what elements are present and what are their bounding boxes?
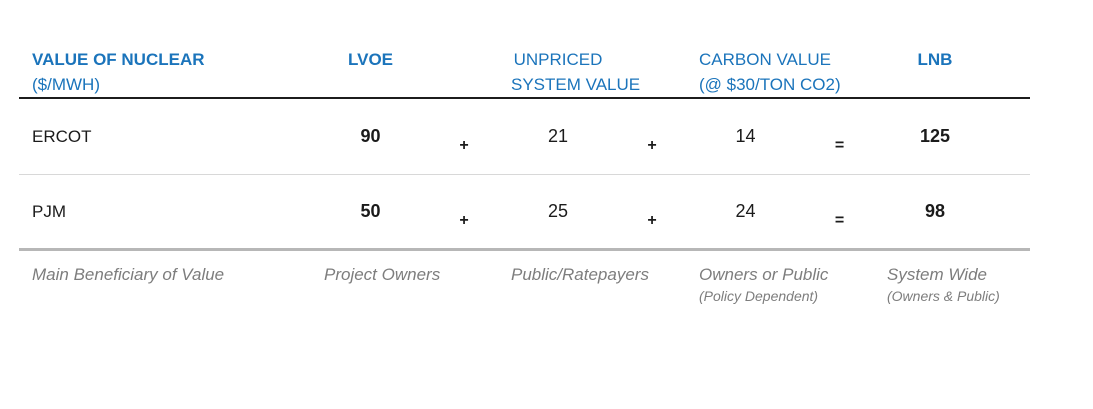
header-carbon-line2: (@ $30/TON CO2) — [699, 75, 841, 94]
beneficiary-lnb-line1: System Wide — [887, 265, 987, 284]
beneficiary-label: Main Beneficiary of Value — [32, 265, 225, 284]
plus-operator: + — [647, 136, 657, 154]
beneficiary-row: Main Beneficiary of Value Project Owners… — [19, 251, 1030, 306]
ercot-carbon-value: 14 — [735, 126, 756, 146]
header-unpriced-line2: SYSTEM VALUE — [511, 75, 641, 94]
plus-operator: + — [459, 136, 469, 154]
pjm-unpriced-value: 25 — [547, 201, 569, 221]
ercot-lnb-value: 125 — [919, 126, 951, 146]
table-row-ercot: ERCOT 90 + 21 + 14 = 125 — [19, 99, 1030, 175]
ercot-unpriced-value: 21 — [547, 126, 569, 146]
equals-operator: = — [834, 211, 845, 229]
pjm-lnb-value: 98 — [924, 201, 946, 221]
header-value-of-nuclear: VALUE OF NUCLEAR ($/MWH) — [19, 47, 324, 97]
plus-operator: + — [647, 211, 657, 229]
row-label-ercot: ERCOT — [32, 126, 92, 146]
beneficiary-carbon: Owners or Public (Policy Dependent) — [699, 264, 829, 306]
ercot-lvoe-value: 90 — [360, 126, 381, 146]
row-label-pjm: PJM — [32, 201, 66, 221]
pjm-carbon-value: 24 — [735, 201, 756, 221]
beneficiary-lvoe: Project Owners — [324, 265, 441, 284]
plus-operator: + — [459, 211, 469, 229]
header-value-of-nuclear-line1: VALUE OF NUCLEAR — [32, 50, 205, 69]
beneficiary-lnb-line2: (Owners & Public) — [887, 288, 1000, 304]
header-carbon-value: CARBON VALUE (@ $30/TON CO2) — [699, 47, 841, 97]
beneficiary-lnb: System Wide (Owners & Public) — [887, 264, 1000, 306]
pjm-lvoe-value: 50 — [360, 201, 381, 221]
header-unpriced-system-value: UNPRICED SYSTEM VALUE — [511, 47, 641, 97]
table-row-pjm: PJM 50 + 25 + 24 = 98 — [19, 175, 1030, 251]
beneficiary-carbon-line2: (Policy Dependent) — [699, 288, 819, 304]
header-carbon-line1: CARBON VALUE — [699, 50, 831, 69]
header-lvoe: LVOE — [347, 50, 394, 69]
nuclear-value-table: VALUE OF NUCLEAR ($/MWH) LVOE UNPRICED S… — [19, 44, 1030, 306]
beneficiary-unpriced: Public/Ratepayers — [511, 265, 649, 284]
equals-operator: = — [834, 136, 845, 154]
beneficiary-carbon-line1: Owners or Public — [699, 265, 829, 284]
table-header-row: VALUE OF NUCLEAR ($/MWH) LVOE UNPRICED S… — [19, 44, 1030, 99]
header-lnb: LNB — [917, 50, 953, 69]
header-value-of-nuclear-line2: ($/MWH) — [32, 75, 100, 94]
header-unpriced-line1: UNPRICED — [513, 50, 603, 69]
